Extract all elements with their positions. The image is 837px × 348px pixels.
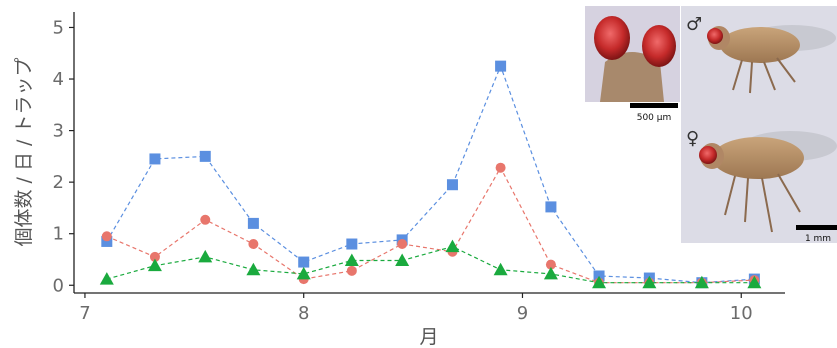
y-tick-label: 4 bbox=[53, 69, 64, 90]
body-scale-bar bbox=[796, 225, 837, 230]
data-point bbox=[694, 275, 709, 289]
x-tick-label: 8 bbox=[298, 303, 309, 324]
data-point bbox=[446, 179, 458, 191]
data-point bbox=[397, 239, 408, 250]
data-point bbox=[149, 251, 160, 262]
data-point bbox=[592, 275, 607, 289]
data-point bbox=[545, 201, 557, 213]
y-tick-label: 3 bbox=[53, 121, 64, 142]
x-ticks: 7 8 9 10 bbox=[79, 293, 753, 324]
data-point bbox=[147, 258, 162, 272]
data-point bbox=[199, 150, 211, 162]
x-axis-title: 月 bbox=[419, 326, 438, 348]
y-tick-label: 2 bbox=[53, 172, 64, 193]
x-tick-label: 9 bbox=[517, 303, 528, 324]
male-body bbox=[720, 27, 800, 63]
data-point bbox=[247, 217, 259, 229]
data-point bbox=[346, 238, 358, 250]
male-eye bbox=[707, 28, 723, 44]
data-point bbox=[346, 265, 357, 276]
data-point bbox=[296, 266, 311, 280]
head-photo-inset: 500 µm bbox=[585, 6, 680, 123]
y-tick-label: 1 bbox=[53, 224, 64, 245]
data-point bbox=[99, 272, 114, 285]
data-point bbox=[200, 214, 211, 225]
data-point bbox=[248, 239, 259, 250]
male-symbol: ♂ bbox=[686, 14, 702, 35]
data-point bbox=[298, 256, 310, 268]
series-line bbox=[106, 166, 755, 284]
data-point bbox=[395, 253, 410, 267]
data-point bbox=[543, 266, 558, 280]
x-tick-label: 10 bbox=[730, 303, 753, 324]
axes bbox=[73, 12, 785, 294]
series-line bbox=[106, 245, 755, 284]
head-photo-face bbox=[600, 52, 664, 102]
series-circle bbox=[101, 162, 760, 288]
data-point bbox=[545, 259, 556, 270]
male-legs bbox=[732, 57, 796, 94]
data-point bbox=[495, 162, 506, 173]
female-eye bbox=[699, 146, 717, 164]
head-scale-label: 500 µm bbox=[637, 113, 672, 123]
data-point bbox=[101, 231, 112, 242]
head-photo-left-eye bbox=[594, 16, 630, 60]
female-legs bbox=[724, 173, 801, 233]
data-point bbox=[493, 262, 508, 276]
x-tick-label: 7 bbox=[79, 303, 90, 324]
data-point bbox=[495, 60, 507, 72]
y-ticks: 0 1 2 3 4 5 bbox=[53, 17, 74, 296]
female-body bbox=[712, 137, 804, 179]
data-point bbox=[445, 239, 460, 253]
data-point bbox=[246, 262, 261, 276]
series-triangle bbox=[99, 239, 762, 289]
y-tick-label: 5 bbox=[53, 17, 64, 38]
data-point bbox=[198, 249, 213, 263]
head-photo-right-eye bbox=[642, 25, 676, 67]
body-scale-label: 1 mm bbox=[805, 234, 831, 244]
series-layer bbox=[99, 60, 762, 289]
data-point bbox=[642, 275, 657, 289]
data-point bbox=[344, 253, 359, 267]
flies-photo-inset: ♂ ♀ 1 mm bbox=[681, 6, 837, 244]
y-axis-title: 個体数 / 日 / トラップ bbox=[13, 58, 35, 247]
data-point bbox=[149, 153, 161, 165]
data-point bbox=[101, 235, 113, 247]
y-tick-label: 0 bbox=[53, 275, 64, 296]
data-point bbox=[747, 275, 762, 289]
head-scale-bar bbox=[630, 103, 678, 108]
female-symbol: ♀ bbox=[686, 128, 699, 149]
